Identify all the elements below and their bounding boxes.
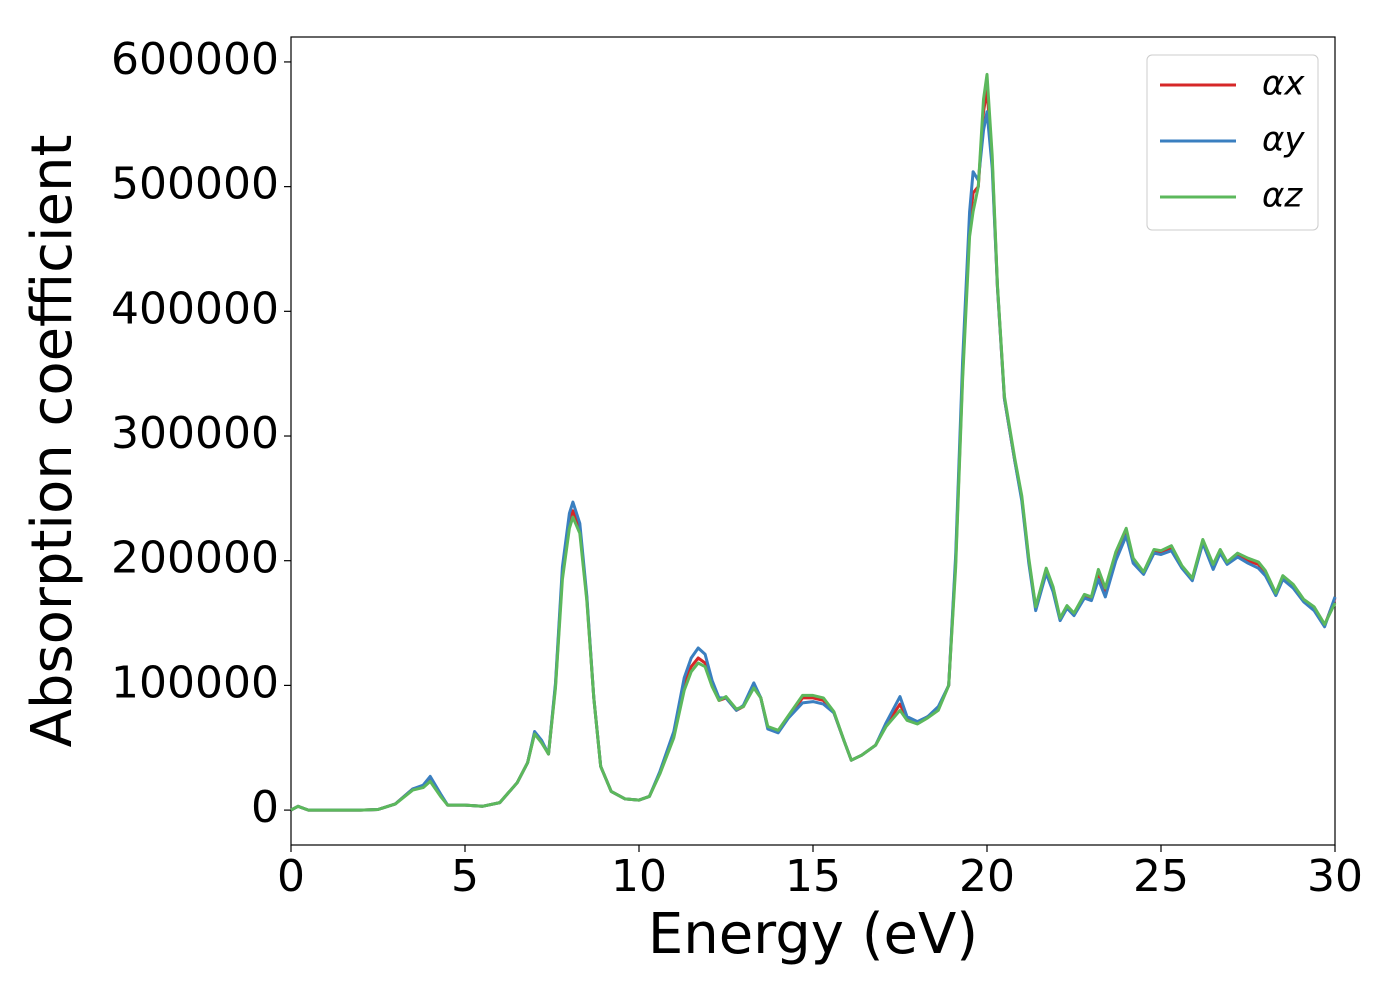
y-tick-label: 600000 — [111, 34, 279, 85]
x-tick-label: 10 — [611, 851, 667, 902]
y-tick-label: 500000 — [111, 159, 279, 210]
legend-label: αx — [1262, 64, 1305, 104]
y-tick-label: 200000 — [111, 533, 279, 584]
x-axis-label: Energy (eV) — [648, 902, 978, 967]
x-tick-label: 5 — [451, 851, 479, 902]
y-tick-label: 400000 — [111, 283, 279, 334]
x-tick-label: 25 — [1133, 851, 1189, 902]
y-axis-label: Absorption coefficient — [20, 135, 85, 748]
y-tick-label: 100000 — [111, 657, 279, 708]
series-line — [290, 72, 1337, 812]
legend-label: αz — [1262, 176, 1303, 216]
x-tick-label: 15 — [785, 851, 841, 902]
y-tick-label: 0 — [251, 782, 279, 833]
y-tick-label: 300000 — [111, 408, 279, 459]
legend-label: αy — [1262, 120, 1305, 160]
x-tick-label: 30 — [1307, 851, 1363, 902]
x-tick-label: 20 — [959, 851, 1015, 902]
x-tick-label: 0 — [277, 851, 305, 902]
